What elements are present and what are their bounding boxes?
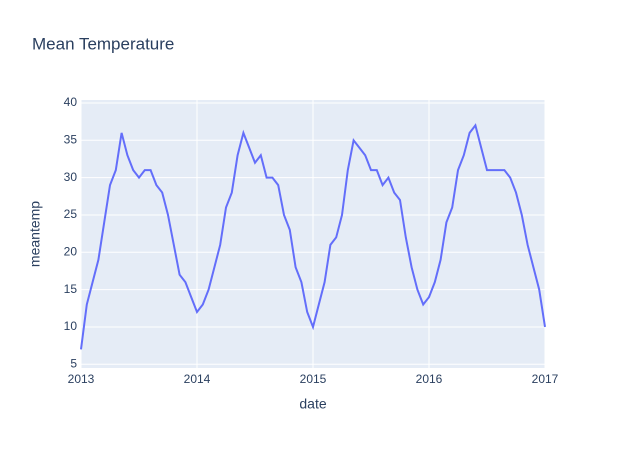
x-tick-label: 2013 [68,372,95,386]
y-tick-label: 30 [64,170,78,184]
y-axis-label: meantemp [27,201,43,267]
x-tick-label: 2015 [300,372,327,386]
y-tick-label: 40 [64,95,78,109]
chart-title: Mean Temperature [32,34,174,53]
x-tick-label: 2016 [416,372,443,386]
y-tick-label: 20 [64,244,78,258]
x-tick-label: 2017 [532,372,559,386]
y-tick-label: 10 [64,319,78,333]
y-tick-label: 15 [64,282,78,296]
x-axis-label: date [299,396,326,412]
x-tick-label: 2014 [184,372,211,386]
line-series [80,123,546,350]
y-tick-label: 25 [64,207,78,221]
y-tick-label: 35 [64,132,78,146]
y-tick-label: 5 [70,356,77,370]
